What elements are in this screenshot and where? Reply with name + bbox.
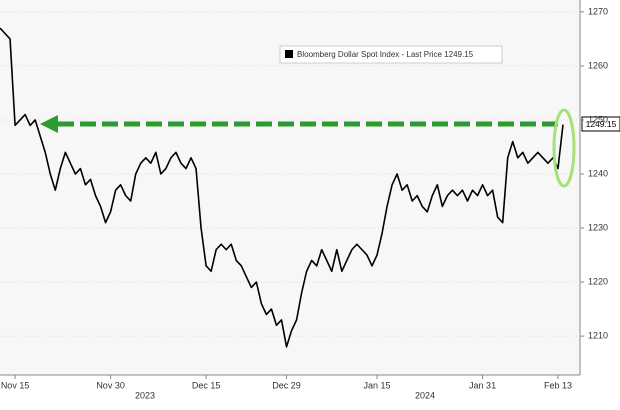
x-tick-label: Dec 29 <box>272 380 301 390</box>
y-tick-label: 1230 <box>588 222 608 232</box>
x-tick-label: Jan 15 <box>363 380 390 390</box>
legend-label: Bloomberg Dollar Spot Index - Last Price… <box>297 50 474 59</box>
legend-swatch <box>285 50 293 58</box>
x-tick-label: Nov 15 <box>1 380 30 390</box>
x-tick-label: Nov 30 <box>96 380 125 390</box>
year-label: 2024 <box>415 390 435 400</box>
year-label: 2023 <box>135 390 155 400</box>
y-tick-label: 1270 <box>588 6 608 16</box>
y-tick-label: 1250 <box>588 114 608 124</box>
x-tick-label: Feb 13 <box>544 380 572 390</box>
last-price-badge <box>581 116 620 132</box>
grid <box>0 11 580 337</box>
y-tick-label: 1210 <box>588 330 608 340</box>
x-tick-label: Dec 15 <box>192 380 221 390</box>
x-tick-label: Jan 31 <box>469 380 496 390</box>
series-line <box>0 27 564 348</box>
annotation-ellipse <box>552 108 576 188</box>
y-tick-label: 1220 <box>588 276 608 286</box>
y-tick-label: 1260 <box>588 60 608 70</box>
legend-box <box>279 45 503 64</box>
last-price-label: 1249.15 <box>586 119 617 129</box>
y-tick-label: 1240 <box>588 168 608 178</box>
series <box>0 27 564 348</box>
annotation-arrowhead <box>40 115 58 133</box>
